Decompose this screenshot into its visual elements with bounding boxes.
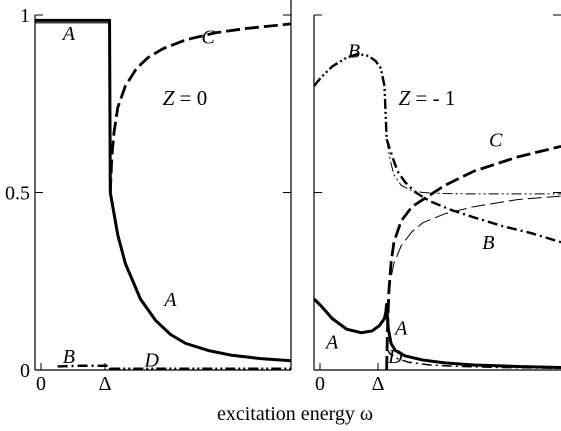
x-tick-label: 0 [315,373,325,395]
curve-label: C [489,129,503,151]
curve-label: B [348,41,360,63]
left-series-b [57,364,112,371]
right-series-b [313,52,388,140]
right-series-b-low [385,138,561,244]
curve-label: A [393,317,408,339]
y-tick-label: 0.5 [5,183,30,205]
left-panel: 0 0.5 1 0 Δ A C A B D Z = 0 [5,0,292,395]
curve-label: A [324,332,339,354]
right-series-a [312,297,561,370]
curve-label: B [482,232,494,254]
curve-label: C [202,26,216,48]
right-series-d [386,348,561,369]
x-tick-label: 0 [36,373,46,395]
curve-label: B [63,346,75,368]
y-tick-label: 0 [20,360,30,382]
right-series-c-thin [386,195,561,371]
left-annotation: Z = 0 [163,86,208,110]
curve-label: A [162,289,177,311]
x-tick-label: Δ [372,373,385,395]
x-axis-label: excitation energy ω [217,403,373,425]
right-series-b-thin [386,139,561,195]
y-tick-label: 1 [20,5,30,27]
right-series-c [385,144,561,371]
curve-label: D [143,349,159,371]
right-annotation: Z = - 1 [399,86,456,110]
left-series-c [108,22,292,193]
curve-label: D [387,346,403,368]
x-tick-label: Δ [99,373,112,395]
curve-label: A [61,23,76,45]
left-series-a [35,18,292,363]
